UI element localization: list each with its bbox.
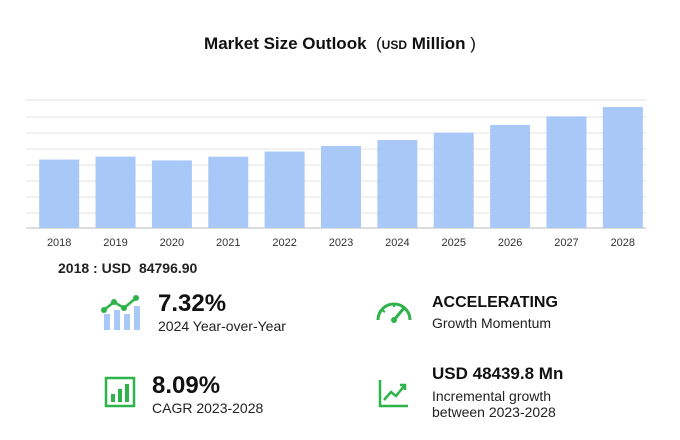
bar-growth-icon <box>101 295 140 330</box>
chart-bars <box>39 107 643 228</box>
momentum-value: ACCELERATING <box>432 294 558 311</box>
tick-label-2028: 2028 <box>611 237 635 249</box>
chart-title: Market Size Outlook (USD Million ) <box>0 34 680 54</box>
momentum-label: Growth Momentum <box>432 315 552 331</box>
base-year-amount: 84796.90 <box>138 260 198 276</box>
yoy-metric: 7.32% 2024 Year-over-Year <box>158 290 286 334</box>
incremental-label-2: between 2023-2028 <box>432 404 556 420</box>
bar-2018 <box>39 159 80 228</box>
speedometer-icon <box>376 302 412 323</box>
tick-label-2018: 2018 <box>47 237 71 249</box>
cagr-metric: 8.09% CAGR 2023-2028 <box>152 372 263 416</box>
bar-2024 <box>377 139 418 228</box>
growth-chart-icon <box>104 376 136 408</box>
base-year-label: 2018 : USD <box>58 260 132 276</box>
title-text: Market Size Outlook <box>204 34 367 53</box>
tick-label-2022: 2022 <box>272 237 296 249</box>
bar-2023 <box>321 145 361 228</box>
incremental-value: USD 48439.8 Mn <box>432 364 564 383</box>
unit-prefix: USD <box>381 38 407 52</box>
bar-chart: 2018 2019 2020 2021 2022 2023 2024 2025 2026 2027… <box>26 99 646 249</box>
tick-label-2026: 2026 <box>498 237 522 249</box>
bar-2028 <box>602 107 643 228</box>
x-axis-ticks: 2018 2019 2020 2021 2022 2023 2024 2025 2026 2027… <box>47 237 635 249</box>
bar-2020 <box>151 160 192 228</box>
bar-2025 <box>433 132 474 228</box>
incremental-label-1: Incremental growth <box>432 388 552 404</box>
bar-2019 <box>95 156 136 228</box>
momentum-metric: ACCELERATING Growth Momentum <box>432 294 558 331</box>
tick-label-2020: 2020 <box>160 237 184 249</box>
unit-open-paren: ( <box>371 34 382 53</box>
tick-label-2024: 2024 <box>385 237 409 249</box>
cagr-value: 8.09% <box>152 372 221 399</box>
tick-label-2019: 2019 <box>103 237 127 249</box>
unit-close-paren: ) <box>465 34 476 53</box>
yoy-value: 7.32% <box>158 290 227 317</box>
cagr-label: CAGR 2023-2028 <box>152 400 264 416</box>
yoy-label: 2024 Year-over-Year <box>158 318 286 334</box>
bar-2027 <box>546 116 587 228</box>
tick-label-2021: 2021 <box>216 237 240 249</box>
incremental-metric: USD 48439.8 Mn Incremental growth betwee… <box>432 364 563 420</box>
trend-line-icon <box>378 380 408 408</box>
base-year-value: 2018 : USD 84796.90 <box>58 260 197 276</box>
bar-2026 <box>490 124 531 228</box>
bar-2022 <box>264 151 305 228</box>
tick-label-2027: 2027 <box>554 237 578 249</box>
bar-2021 <box>208 156 249 228</box>
unit-suffix: Million <box>411 34 466 53</box>
tick-label-2025: 2025 <box>441 237 465 249</box>
tick-label-2023: 2023 <box>329 237 353 249</box>
